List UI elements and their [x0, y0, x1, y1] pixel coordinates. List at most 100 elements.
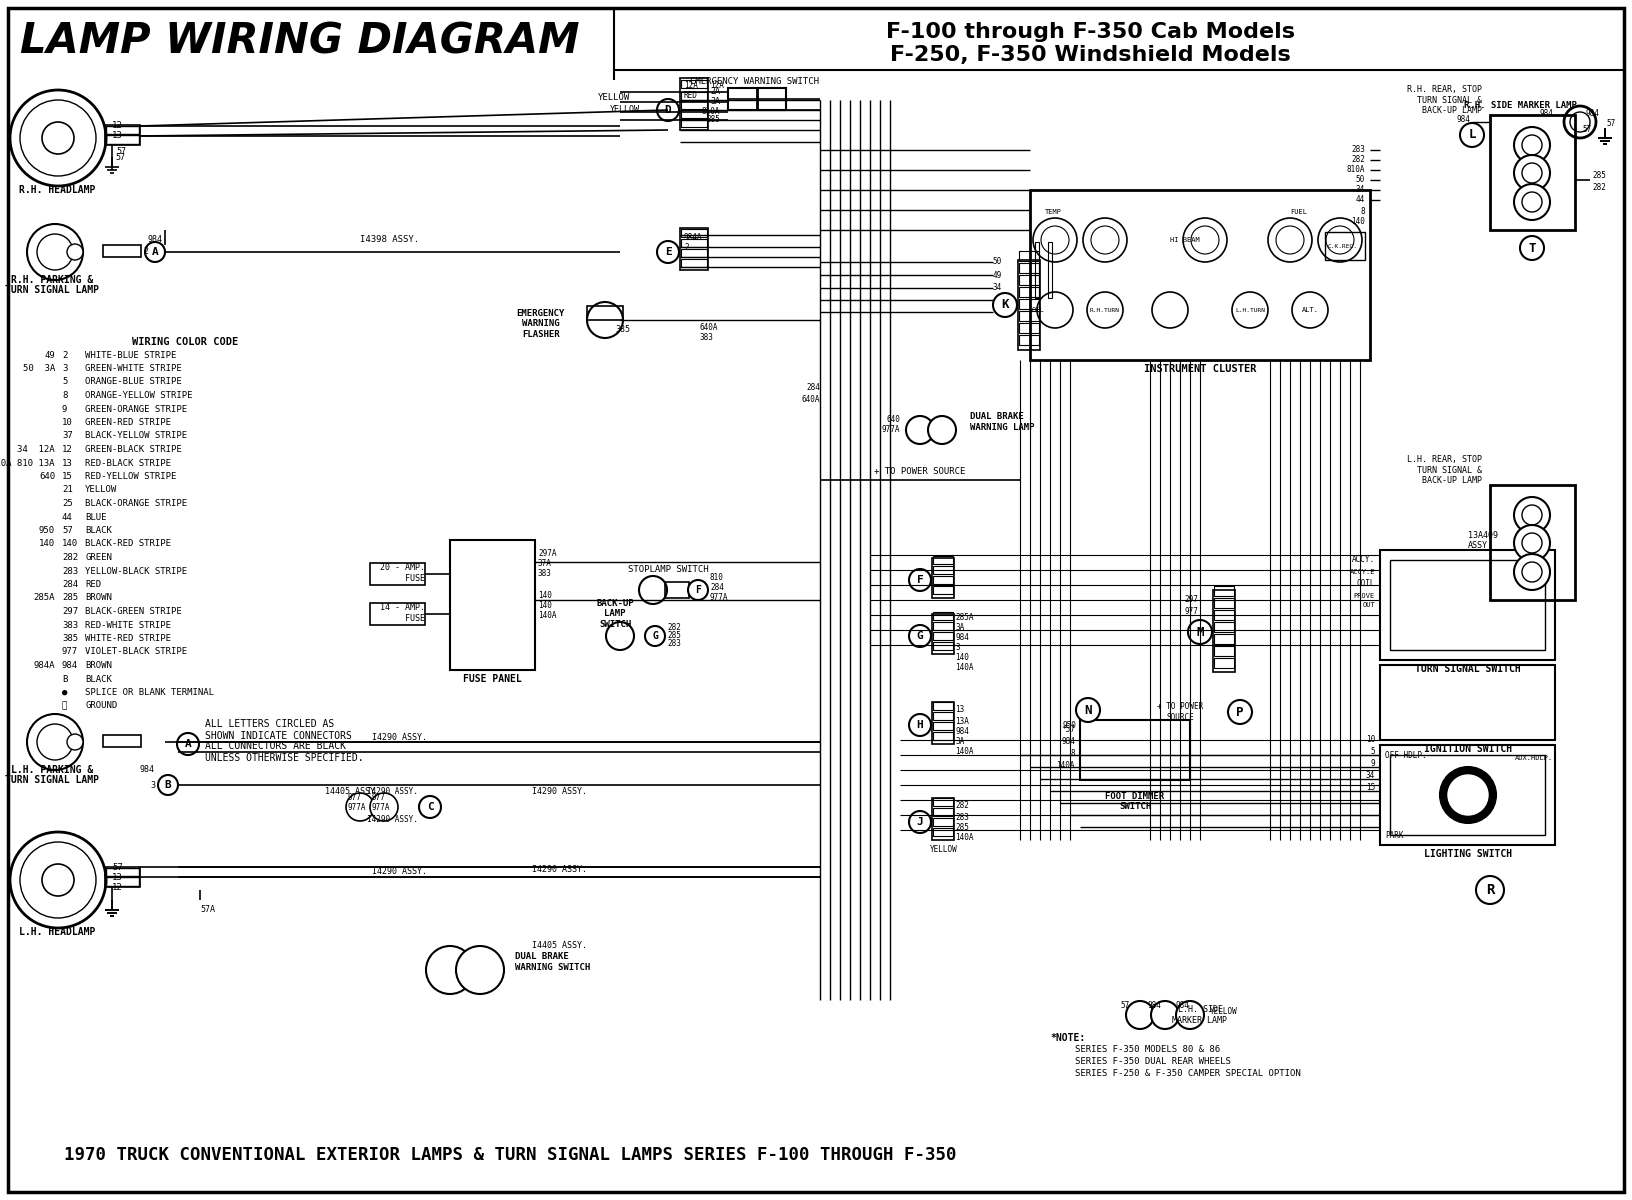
Bar: [681, 239, 707, 247]
Text: + TO POWER
SOURCE: + TO POWER SOURCE: [1157, 702, 1203, 721]
Text: 284: 284: [710, 583, 725, 593]
Text: BROWN: BROWN: [85, 661, 113, 670]
Bar: [1048, 242, 1053, 298]
Text: 3: 3: [150, 780, 155, 790]
Bar: [934, 702, 953, 710]
Circle shape: [1075, 698, 1100, 722]
Text: L: L: [1469, 128, 1475, 142]
Text: ALT.: ALT.: [1301, 307, 1319, 313]
Text: 3: 3: [955, 643, 960, 653]
Text: J: J: [917, 817, 924, 827]
Circle shape: [1523, 134, 1542, 155]
Bar: [1390, 755, 1546, 835]
Circle shape: [1523, 562, 1542, 582]
Text: RED-YELLOW STRIPE: RED-YELLOW STRIPE: [85, 472, 176, 481]
Text: 3A: 3A: [955, 624, 965, 632]
Text: ALL LETTERS CIRCLED AS
SHOWN INDICATE CONNECTORS: ALL LETTERS CIRCLED AS SHOWN INDICATE CO…: [206, 719, 353, 740]
Text: 640A: 640A: [700, 324, 718, 332]
Text: 2: 2: [684, 242, 689, 252]
Text: 640: 640: [39, 472, 55, 481]
Circle shape: [38, 724, 73, 760]
Text: PROVE: PROVE: [1355, 593, 1376, 599]
Text: DUAL BRAKE
WARNING LAMP: DUAL BRAKE WARNING LAMP: [969, 413, 1035, 432]
Text: 49: 49: [992, 270, 1002, 280]
Text: G: G: [917, 631, 924, 641]
Text: BLACK-GREEN STRIPE: BLACK-GREEN STRIPE: [85, 607, 181, 616]
Circle shape: [909, 625, 930, 647]
Text: 2A: 2A: [710, 88, 720, 96]
Bar: [664, 582, 689, 598]
Text: RED-BLACK STRIPE: RED-BLACK STRIPE: [85, 458, 171, 468]
Text: 284: 284: [62, 580, 78, 589]
Text: 50: 50: [992, 258, 1002, 266]
Bar: [106, 126, 139, 134]
Text: 57A: 57A: [201, 906, 215, 914]
Text: I4290 ASSY.: I4290 ASSY.: [372, 733, 428, 743]
Bar: [934, 722, 953, 730]
Bar: [934, 712, 953, 720]
Text: 984: 984: [1585, 108, 1599, 118]
Circle shape: [1439, 767, 1497, 823]
Text: 282: 282: [62, 553, 78, 562]
Text: 297: 297: [62, 607, 78, 616]
Text: 977A: 977A: [710, 594, 728, 602]
Circle shape: [1514, 127, 1550, 163]
Text: 3A: 3A: [955, 738, 965, 746]
Circle shape: [1519, 236, 1544, 260]
Circle shape: [1325, 226, 1355, 254]
Bar: [932, 702, 955, 744]
Text: A: A: [184, 739, 191, 749]
Text: L.H.TURN: L.H.TURN: [1235, 307, 1265, 312]
Text: BLACK-ORANGE STRIPE: BLACK-ORANGE STRIPE: [85, 499, 188, 508]
Text: L.H. SIDE
MARKER LAMP: L.H. SIDE MARKER LAMP: [1172, 1006, 1227, 1025]
Text: 25: 25: [62, 499, 73, 508]
Bar: [934, 612, 953, 620]
Text: YELLOW: YELLOW: [85, 486, 118, 494]
Circle shape: [1191, 226, 1219, 254]
Text: + TO POWER SOURCE: + TO POWER SOURCE: [875, 468, 966, 476]
Text: 285: 285: [62, 594, 78, 602]
Text: 15: 15: [1366, 784, 1376, 792]
Text: B: B: [165, 780, 171, 790]
Bar: [1381, 550, 1555, 660]
Bar: [934, 556, 953, 564]
Text: 297: 297: [1185, 595, 1198, 605]
Bar: [934, 632, 953, 640]
Bar: [1018, 287, 1040, 296]
Text: RED: RED: [684, 91, 698, 101]
Bar: [681, 92, 707, 100]
Text: 140A: 140A: [955, 664, 974, 672]
Circle shape: [1126, 1001, 1154, 1028]
Text: 810A: 810A: [702, 108, 720, 116]
Text: 984: 984: [955, 634, 969, 642]
Text: 284: 284: [806, 384, 819, 392]
Circle shape: [455, 946, 504, 994]
Text: GREEN: GREEN: [85, 553, 113, 562]
Text: 12: 12: [113, 882, 122, 892]
Circle shape: [992, 293, 1017, 317]
Bar: [1214, 646, 1234, 656]
Bar: [681, 80, 707, 88]
Circle shape: [158, 775, 178, 794]
Circle shape: [1177, 1001, 1204, 1028]
Text: E: E: [664, 247, 671, 257]
Text: R.H. PARKING &: R.H. PARKING &: [11, 275, 93, 284]
Bar: [1018, 323, 1040, 332]
Text: 8: 8: [1361, 208, 1364, 216]
Text: 9: 9: [1371, 760, 1376, 768]
Text: P: P: [1237, 706, 1244, 719]
Text: GREEN-RED STRIPE: GREEN-RED STRIPE: [85, 418, 171, 427]
Text: 12: 12: [113, 121, 122, 131]
Text: SERIES F-350 DUAL REAR WHEELS: SERIES F-350 DUAL REAR WHEELS: [1075, 1057, 1231, 1067]
Circle shape: [346, 793, 374, 821]
Text: 140: 140: [955, 654, 969, 662]
Text: TURN SIGNAL SWITCH: TURN SIGNAL SWITCH: [1415, 664, 1521, 674]
Text: GREEN-ORANGE STRIPE: GREEN-ORANGE STRIPE: [85, 404, 188, 414]
Text: 977A: 977A: [348, 803, 367, 811]
Bar: [681, 119, 707, 127]
Bar: [1018, 299, 1040, 308]
Text: R.H. SIDE MARKER LAMP: R.H. SIDE MARKER LAMP: [1464, 101, 1577, 109]
Text: 14405 ASSY: 14405 ASSY: [325, 787, 375, 797]
Text: 984: 984: [1456, 115, 1470, 125]
Bar: [1018, 260, 1040, 350]
